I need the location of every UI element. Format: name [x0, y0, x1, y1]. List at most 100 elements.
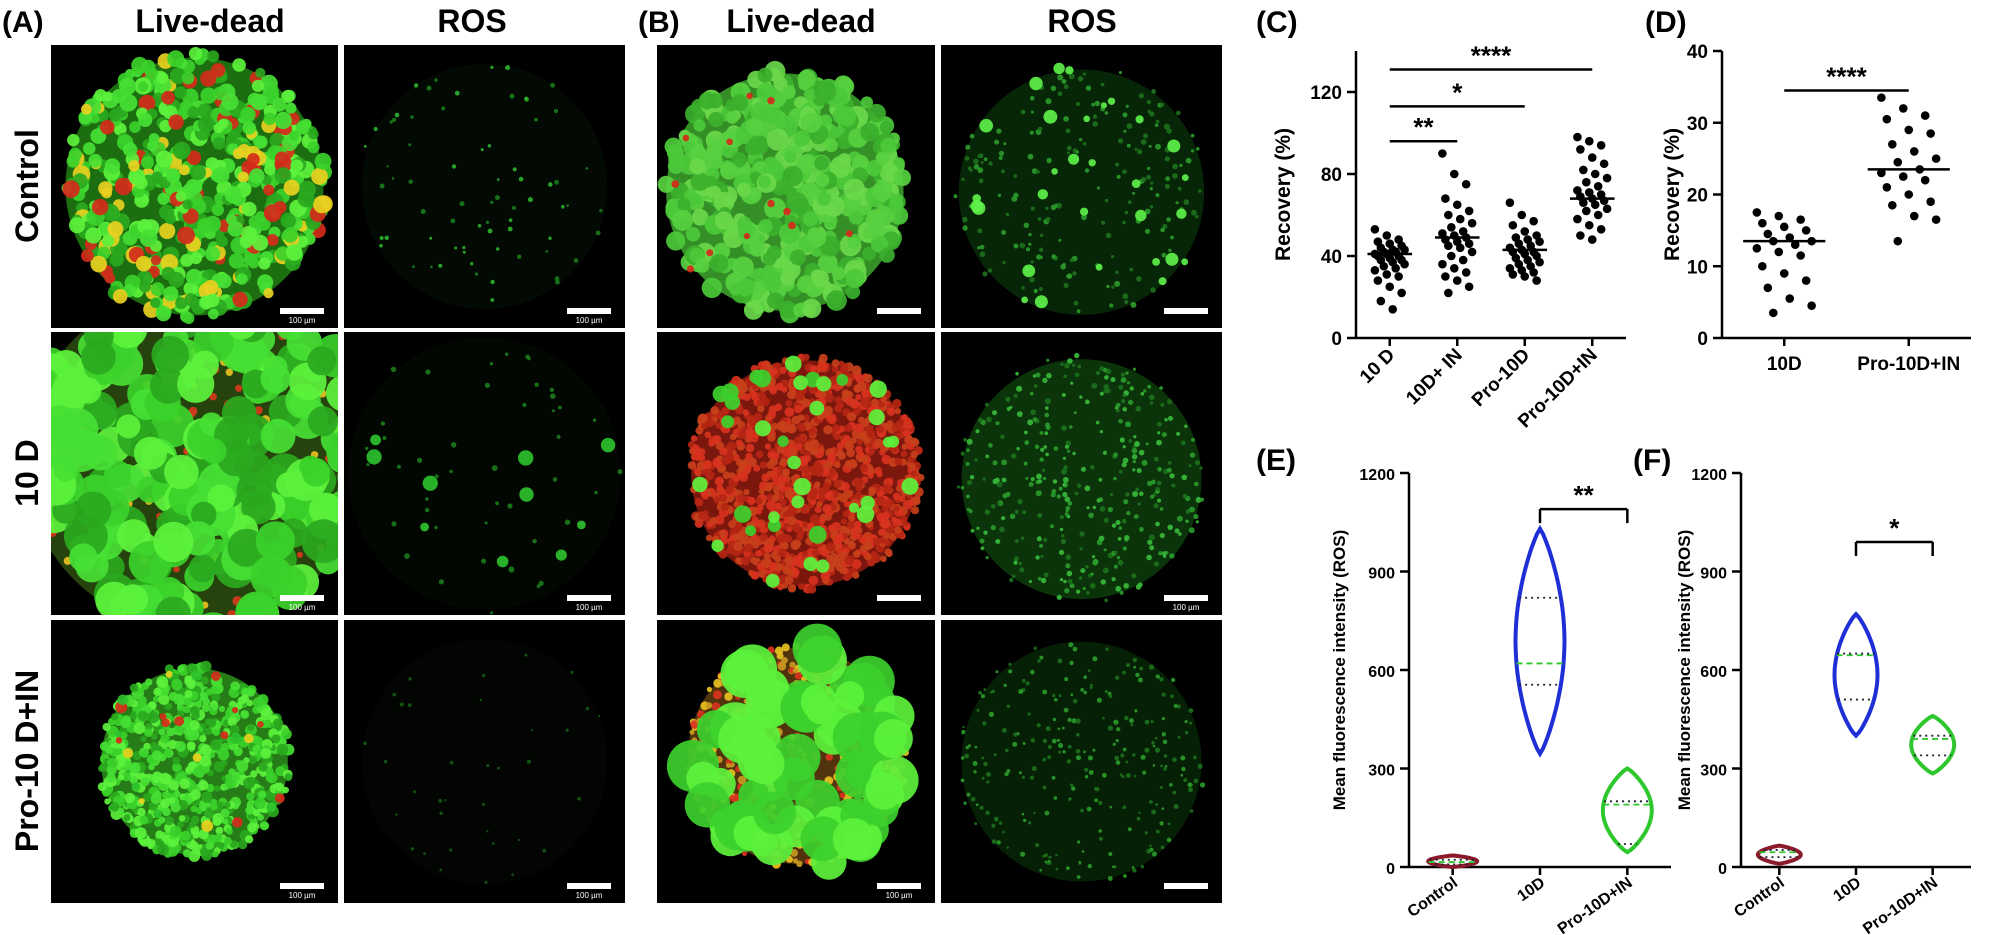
cell — [743, 300, 763, 320]
cell — [1123, 874, 1127, 878]
cell — [892, 492, 901, 501]
data-point — [1447, 223, 1456, 232]
cell — [786, 515, 797, 526]
cell — [1045, 216, 1051, 222]
cell — [263, 288, 274, 299]
cell — [1001, 477, 1007, 483]
cell — [158, 693, 170, 705]
cell — [1067, 744, 1072, 749]
cell — [1052, 479, 1058, 484]
cell — [577, 796, 581, 801]
cell — [276, 743, 289, 756]
cell — [970, 528, 975, 533]
cell — [814, 481, 821, 488]
cell — [1064, 444, 1070, 449]
significance-label: ** — [1574, 480, 1595, 510]
data-point — [1893, 236, 1903, 246]
cell — [531, 729, 534, 732]
cell — [257, 721, 264, 728]
cell — [833, 432, 841, 441]
violin — [1755, 843, 1803, 866]
cell — [98, 764, 106, 773]
cell — [696, 498, 704, 506]
cell — [1122, 220, 1126, 225]
cell — [1149, 401, 1154, 405]
cell — [1185, 519, 1189, 523]
cell — [1030, 260, 1034, 264]
cell — [1115, 402, 1121, 408]
cell — [1104, 111, 1109, 115]
cell — [434, 525, 438, 530]
cell — [1150, 494, 1155, 499]
data-point — [1774, 247, 1784, 257]
cell — [1047, 859, 1051, 863]
cell — [1123, 129, 1127, 133]
cell — [1024, 440, 1030, 445]
cell — [1009, 405, 1013, 409]
cell — [766, 500, 776, 511]
cell — [1042, 377, 1048, 383]
cell — [131, 782, 140, 791]
cell — [441, 106, 446, 111]
cell — [984, 509, 991, 515]
data-point — [1464, 282, 1474, 292]
cell — [1148, 534, 1155, 541]
cell — [176, 820, 184, 828]
cell — [229, 724, 240, 735]
cell — [755, 450, 764, 459]
y-tick-label: 0 — [1697, 329, 1708, 350]
cell — [1161, 732, 1167, 737]
cell — [104, 460, 132, 488]
cell — [709, 253, 729, 273]
cell — [155, 305, 172, 322]
cell — [900, 450, 908, 458]
cell — [758, 219, 773, 234]
cell — [1076, 589, 1081, 594]
cell — [245, 806, 254, 815]
cell — [190, 789, 201, 800]
cell — [1132, 367, 1136, 371]
cell — [976, 708, 980, 712]
cell — [749, 390, 756, 397]
cell — [1067, 578, 1073, 584]
cell — [1160, 227, 1165, 233]
cell — [187, 106, 200, 119]
cell — [1114, 550, 1118, 555]
cell — [1134, 441, 1140, 447]
cell — [1126, 123, 1133, 129]
cell — [450, 218, 456, 224]
cell — [1135, 115, 1144, 124]
cell — [227, 221, 244, 237]
cell — [767, 410, 776, 420]
cell — [366, 463, 370, 467]
cell — [1091, 102, 1095, 107]
cell — [1109, 492, 1114, 497]
cell — [996, 840, 1001, 845]
cell — [129, 776, 138, 785]
cell — [786, 192, 808, 214]
cell — [222, 818, 229, 825]
cell — [1189, 721, 1193, 725]
cell — [420, 522, 429, 532]
cell — [1131, 454, 1138, 460]
cell — [867, 472, 874, 479]
cell — [781, 643, 790, 652]
cell — [1157, 431, 1161, 435]
cell — [1066, 449, 1071, 453]
cell — [1191, 437, 1195, 442]
panel-label: (E) — [1256, 444, 1296, 477]
cell — [779, 485, 786, 492]
cell — [820, 570, 831, 581]
cell — [178, 815, 186, 822]
cell — [379, 183, 385, 189]
cell — [425, 497, 429, 501]
cell — [187, 681, 196, 690]
cell — [131, 56, 149, 74]
cell — [1102, 450, 1107, 455]
cell — [248, 755, 257, 765]
data-point — [1801, 276, 1811, 285]
cell — [1136, 816, 1141, 821]
cell — [250, 555, 293, 598]
cell — [551, 409, 555, 413]
